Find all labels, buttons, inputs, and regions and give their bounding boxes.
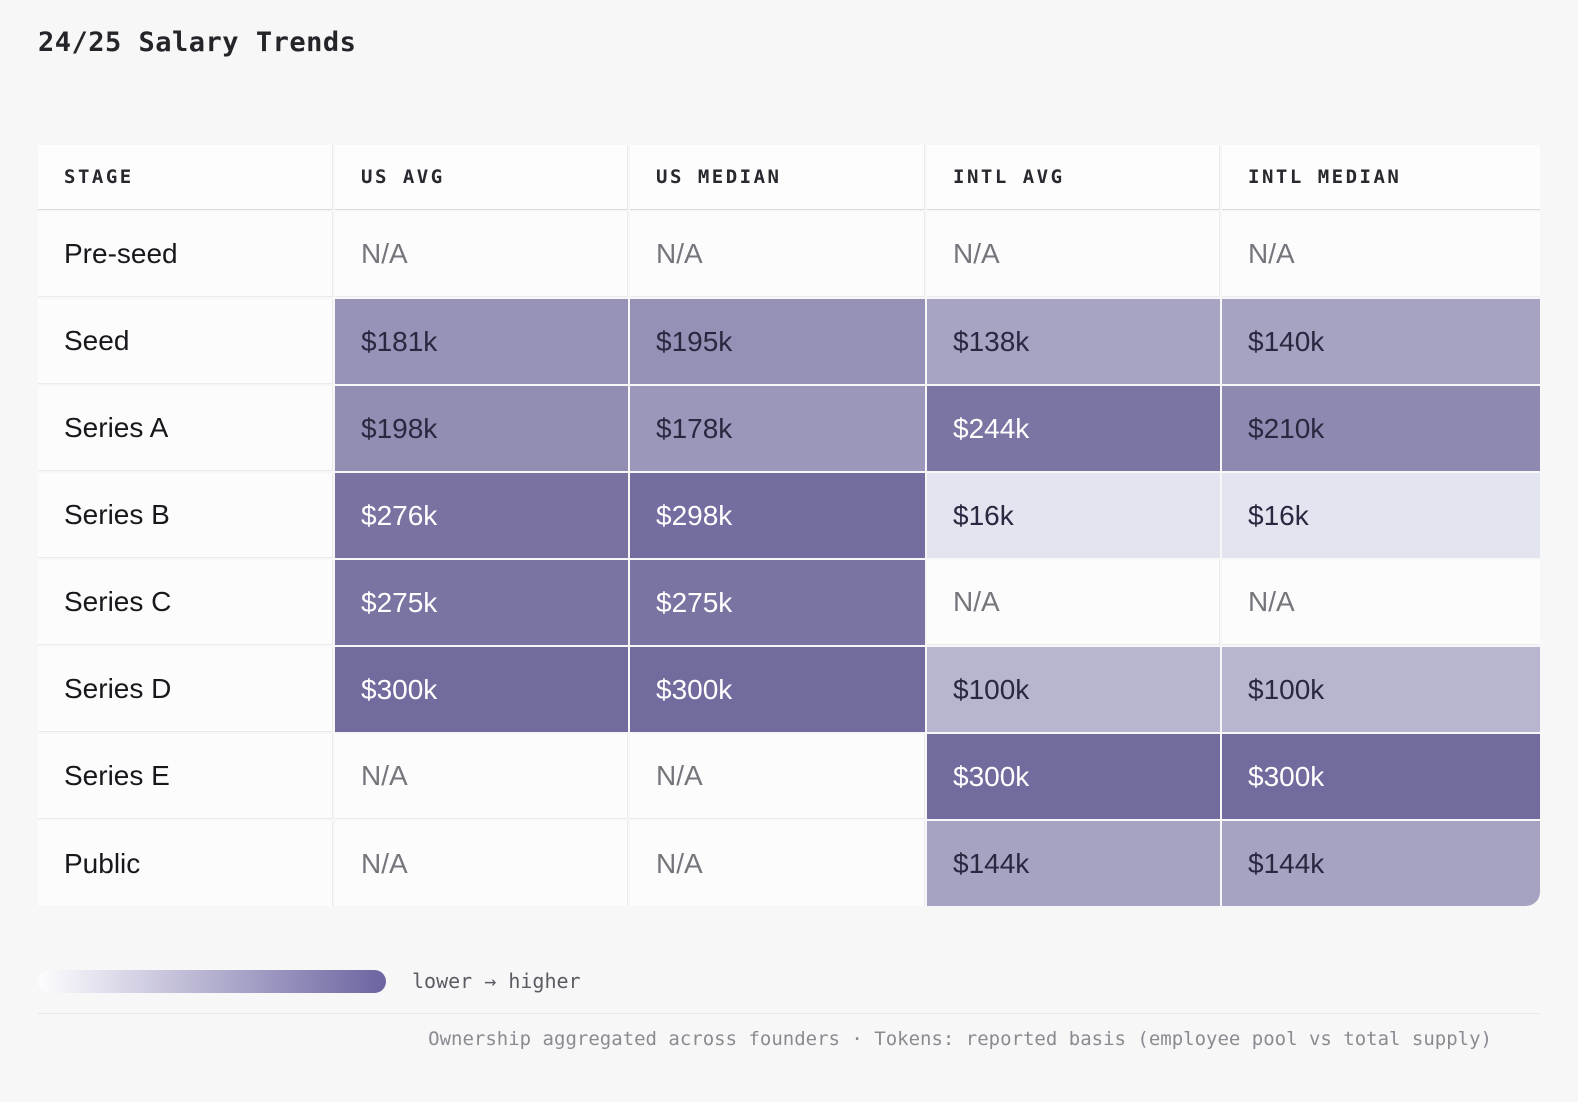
stage-cell: Series D: [38, 647, 333, 732]
value-cell: $178k: [630, 386, 925, 471]
legend-label: lower → higher: [412, 969, 581, 993]
na-cell: N/A: [335, 821, 628, 906]
column-header: US AVG: [335, 145, 628, 210]
value-cell: $300k: [927, 734, 1220, 819]
na-cell: N/A: [335, 734, 628, 819]
column-header: INTL AVG: [927, 145, 1220, 210]
value-cell: $275k: [335, 560, 628, 645]
value-cell: $144k: [1222, 821, 1540, 906]
na-cell: N/A: [927, 560, 1220, 645]
column-header: INTL MEDIAN: [1222, 145, 1540, 210]
page-title: 24/25 Salary Trends: [38, 27, 357, 58]
value-cell: $300k: [335, 647, 628, 732]
value-cell: $16k: [927, 473, 1220, 558]
footnote: Ownership aggregated across founders · T…: [428, 1028, 1492, 1050]
value-cell: $276k: [335, 473, 628, 558]
value-cell: $210k: [1222, 386, 1540, 471]
value-cell: $275k: [630, 560, 925, 645]
value-cell: $140k: [1222, 299, 1540, 384]
na-cell: N/A: [1222, 560, 1540, 645]
stage-cell: Public: [38, 821, 333, 906]
footer-divider: [38, 1013, 1540, 1014]
value-cell: $100k: [1222, 647, 1540, 732]
stage-cell: Series B: [38, 473, 333, 558]
column-header: US MEDIAN: [630, 145, 925, 210]
na-cell: N/A: [630, 734, 925, 819]
value-cell: $181k: [335, 299, 628, 384]
value-cell: $300k: [630, 647, 925, 732]
na-cell: N/A: [630, 212, 925, 297]
na-cell: N/A: [927, 212, 1220, 297]
stage-cell: Seed: [38, 299, 333, 384]
heatmap-gradient-bar: [38, 969, 386, 993]
value-cell: $138k: [927, 299, 1220, 384]
na-cell: N/A: [1222, 212, 1540, 297]
heatmap-legend: lower → higher: [38, 969, 1578, 993]
salary-table: STAGE US AVG US MEDIAN INTL AVG INTL MEDIAN P…: [38, 145, 1540, 906]
stage-cell: Series C: [38, 560, 333, 645]
value-cell: $100k: [927, 647, 1220, 732]
stage-cell: Series E: [38, 734, 333, 819]
na-cell: N/A: [335, 212, 628, 297]
value-cell: $244k: [927, 386, 1220, 471]
value-cell: $298k: [630, 473, 925, 558]
stage-cell: Pre-seed: [38, 212, 333, 297]
column-header: STAGE: [38, 145, 333, 210]
stage-cell: Series A: [38, 386, 333, 471]
value-cell: $198k: [335, 386, 628, 471]
value-cell: $195k: [630, 299, 925, 384]
value-cell: $16k: [1222, 473, 1540, 558]
na-cell: N/A: [630, 821, 925, 906]
value-cell: $144k: [927, 821, 1220, 906]
value-cell: $300k: [1222, 734, 1540, 819]
